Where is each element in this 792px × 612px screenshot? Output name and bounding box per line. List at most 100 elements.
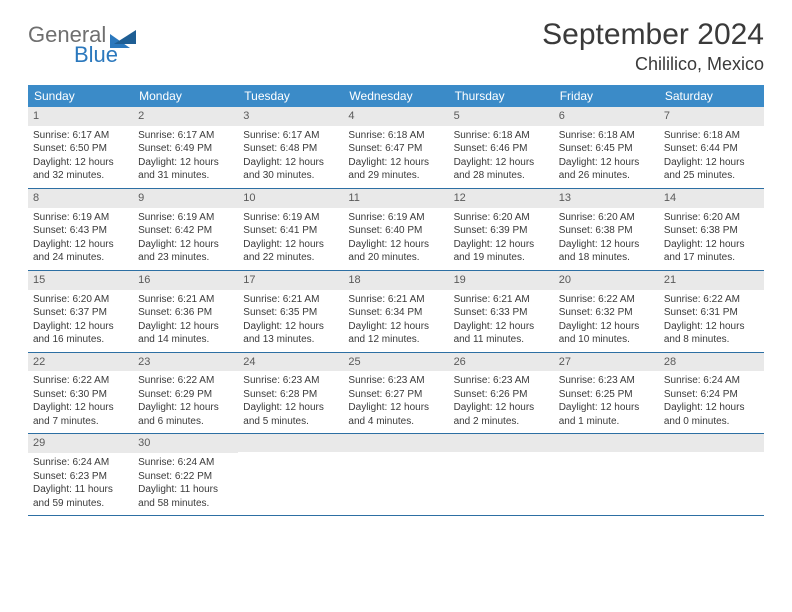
daylight-text-2: and 7 minutes. [33, 415, 128, 429]
sunset-text: Sunset: 6:38 PM [664, 224, 759, 238]
day-cell: 7Sunrise: 6:18 AMSunset: 6:44 PMDaylight… [659, 107, 764, 188]
logo-word-2: Blue [74, 42, 118, 68]
day-number: 24 [238, 353, 343, 372]
sunrise-text: Sunrise: 6:17 AM [243, 129, 338, 143]
day-cell: 29Sunrise: 6:24 AMSunset: 6:23 PMDayligh… [28, 434, 133, 515]
day-body [659, 452, 764, 512]
day-cell: 3Sunrise: 6:17 AMSunset: 6:48 PMDaylight… [238, 107, 343, 188]
day-body: Sunrise: 6:21 AMSunset: 6:34 PMDaylight:… [343, 290, 448, 352]
day-body [238, 452, 343, 512]
daylight-text-2: and 23 minutes. [138, 251, 233, 265]
sunset-text: Sunset: 6:49 PM [138, 142, 233, 156]
daylight-text-2: and 8 minutes. [664, 333, 759, 347]
daylight-text-1: Daylight: 12 hours [664, 401, 759, 415]
sunrise-text: Sunrise: 6:17 AM [138, 129, 233, 143]
calendar-grid: Sunday Monday Tuesday Wednesday Thursday… [28, 85, 764, 516]
daylight-text-2: and 4 minutes. [348, 415, 443, 429]
day-cell: 9Sunrise: 6:19 AMSunset: 6:42 PMDaylight… [133, 189, 238, 270]
sunrise-text: Sunrise: 6:18 AM [664, 129, 759, 143]
day-number: 6 [554, 107, 659, 126]
logo: General Blue [28, 18, 136, 68]
sunrise-text: Sunrise: 6:21 AM [243, 293, 338, 307]
sunset-text: Sunset: 6:27 PM [348, 388, 443, 402]
day-cell: 19Sunrise: 6:21 AMSunset: 6:33 PMDayligh… [449, 271, 554, 352]
sunrise-text: Sunrise: 6:23 AM [454, 374, 549, 388]
daylight-text-1: Daylight: 12 hours [348, 320, 443, 334]
daylight-text-2: and 16 minutes. [33, 333, 128, 347]
sunrise-text: Sunrise: 6:24 AM [33, 456, 128, 470]
day-body: Sunrise: 6:19 AMSunset: 6:41 PMDaylight:… [238, 208, 343, 270]
day-body: Sunrise: 6:19 AMSunset: 6:42 PMDaylight:… [133, 208, 238, 270]
day-number: 10 [238, 189, 343, 208]
day-number: 14 [659, 189, 764, 208]
day-cell: 23Sunrise: 6:22 AMSunset: 6:29 PMDayligh… [133, 353, 238, 434]
daylight-text-2: and 5 minutes. [243, 415, 338, 429]
daylight-text-2: and 22 minutes. [243, 251, 338, 265]
daylight-text-2: and 58 minutes. [138, 497, 233, 511]
day-number: 19 [449, 271, 554, 290]
day-cell: 17Sunrise: 6:21 AMSunset: 6:35 PMDayligh… [238, 271, 343, 352]
day-number: 29 [28, 434, 133, 453]
day-number: 4 [343, 107, 448, 126]
sunset-text: Sunset: 6:48 PM [243, 142, 338, 156]
daylight-text-2: and 13 minutes. [243, 333, 338, 347]
daylight-text-1: Daylight: 12 hours [559, 320, 654, 334]
calendar-week-row: 22Sunrise: 6:22 AMSunset: 6:30 PMDayligh… [28, 353, 764, 435]
calendar-week-row: 8Sunrise: 6:19 AMSunset: 6:43 PMDaylight… [28, 189, 764, 271]
weekday-header: Tuesday [238, 85, 343, 107]
sunrise-text: Sunrise: 6:19 AM [243, 211, 338, 225]
calendar-week-row: 1Sunrise: 6:17 AMSunset: 6:50 PMDaylight… [28, 107, 764, 189]
location: Chililico, Mexico [542, 54, 764, 75]
sunset-text: Sunset: 6:34 PM [348, 306, 443, 320]
day-number [449, 434, 554, 452]
month-title: September 2024 [542, 18, 764, 52]
day-cell: 16Sunrise: 6:21 AMSunset: 6:36 PMDayligh… [133, 271, 238, 352]
day-body: Sunrise: 6:21 AMSunset: 6:36 PMDaylight:… [133, 290, 238, 352]
sunset-text: Sunset: 6:33 PM [454, 306, 549, 320]
day-number: 8 [28, 189, 133, 208]
day-cell: 25Sunrise: 6:23 AMSunset: 6:27 PMDayligh… [343, 353, 448, 434]
daylight-text-2: and 29 minutes. [348, 169, 443, 183]
sunset-text: Sunset: 6:38 PM [559, 224, 654, 238]
daylight-text-2: and 25 minutes. [664, 169, 759, 183]
sunset-text: Sunset: 6:29 PM [138, 388, 233, 402]
daylight-text-2: and 26 minutes. [559, 169, 654, 183]
daylight-text-2: and 30 minutes. [243, 169, 338, 183]
sunset-text: Sunset: 6:24 PM [664, 388, 759, 402]
day-number: 13 [554, 189, 659, 208]
daylight-text-1: Daylight: 12 hours [138, 320, 233, 334]
day-cell: 2Sunrise: 6:17 AMSunset: 6:49 PMDaylight… [133, 107, 238, 188]
day-cell: 21Sunrise: 6:22 AMSunset: 6:31 PMDayligh… [659, 271, 764, 352]
day-body: Sunrise: 6:19 AMSunset: 6:40 PMDaylight:… [343, 208, 448, 270]
day-body: Sunrise: 6:22 AMSunset: 6:32 PMDaylight:… [554, 290, 659, 352]
daylight-text-1: Daylight: 12 hours [454, 156, 549, 170]
sunrise-text: Sunrise: 6:22 AM [664, 293, 759, 307]
day-number: 18 [343, 271, 448, 290]
daylight-text-2: and 18 minutes. [559, 251, 654, 265]
daylight-text-1: Daylight: 12 hours [33, 401, 128, 415]
daylight-text-2: and 2 minutes. [454, 415, 549, 429]
sunrise-text: Sunrise: 6:22 AM [33, 374, 128, 388]
day-number [238, 434, 343, 452]
day-number: 27 [554, 353, 659, 372]
day-number: 2 [133, 107, 238, 126]
day-body: Sunrise: 6:18 AMSunset: 6:44 PMDaylight:… [659, 126, 764, 188]
weekday-header: Thursday [449, 85, 554, 107]
day-number: 9 [133, 189, 238, 208]
day-body [343, 452, 448, 512]
daylight-text-2: and 28 minutes. [454, 169, 549, 183]
day-body: Sunrise: 6:22 AMSunset: 6:31 PMDaylight:… [659, 290, 764, 352]
sunset-text: Sunset: 6:45 PM [559, 142, 654, 156]
day-body: Sunrise: 6:22 AMSunset: 6:30 PMDaylight:… [28, 371, 133, 433]
daylight-text-2: and 11 minutes. [454, 333, 549, 347]
day-cell: 20Sunrise: 6:22 AMSunset: 6:32 PMDayligh… [554, 271, 659, 352]
day-number: 16 [133, 271, 238, 290]
day-body: Sunrise: 6:18 AMSunset: 6:47 PMDaylight:… [343, 126, 448, 188]
sunset-text: Sunset: 6:39 PM [454, 224, 549, 238]
day-cell: 6Sunrise: 6:18 AMSunset: 6:45 PMDaylight… [554, 107, 659, 188]
daylight-text-2: and 32 minutes. [33, 169, 128, 183]
day-number: 30 [133, 434, 238, 453]
day-number: 21 [659, 271, 764, 290]
day-cell-blank [238, 434, 343, 515]
daylight-text-1: Daylight: 12 hours [33, 320, 128, 334]
